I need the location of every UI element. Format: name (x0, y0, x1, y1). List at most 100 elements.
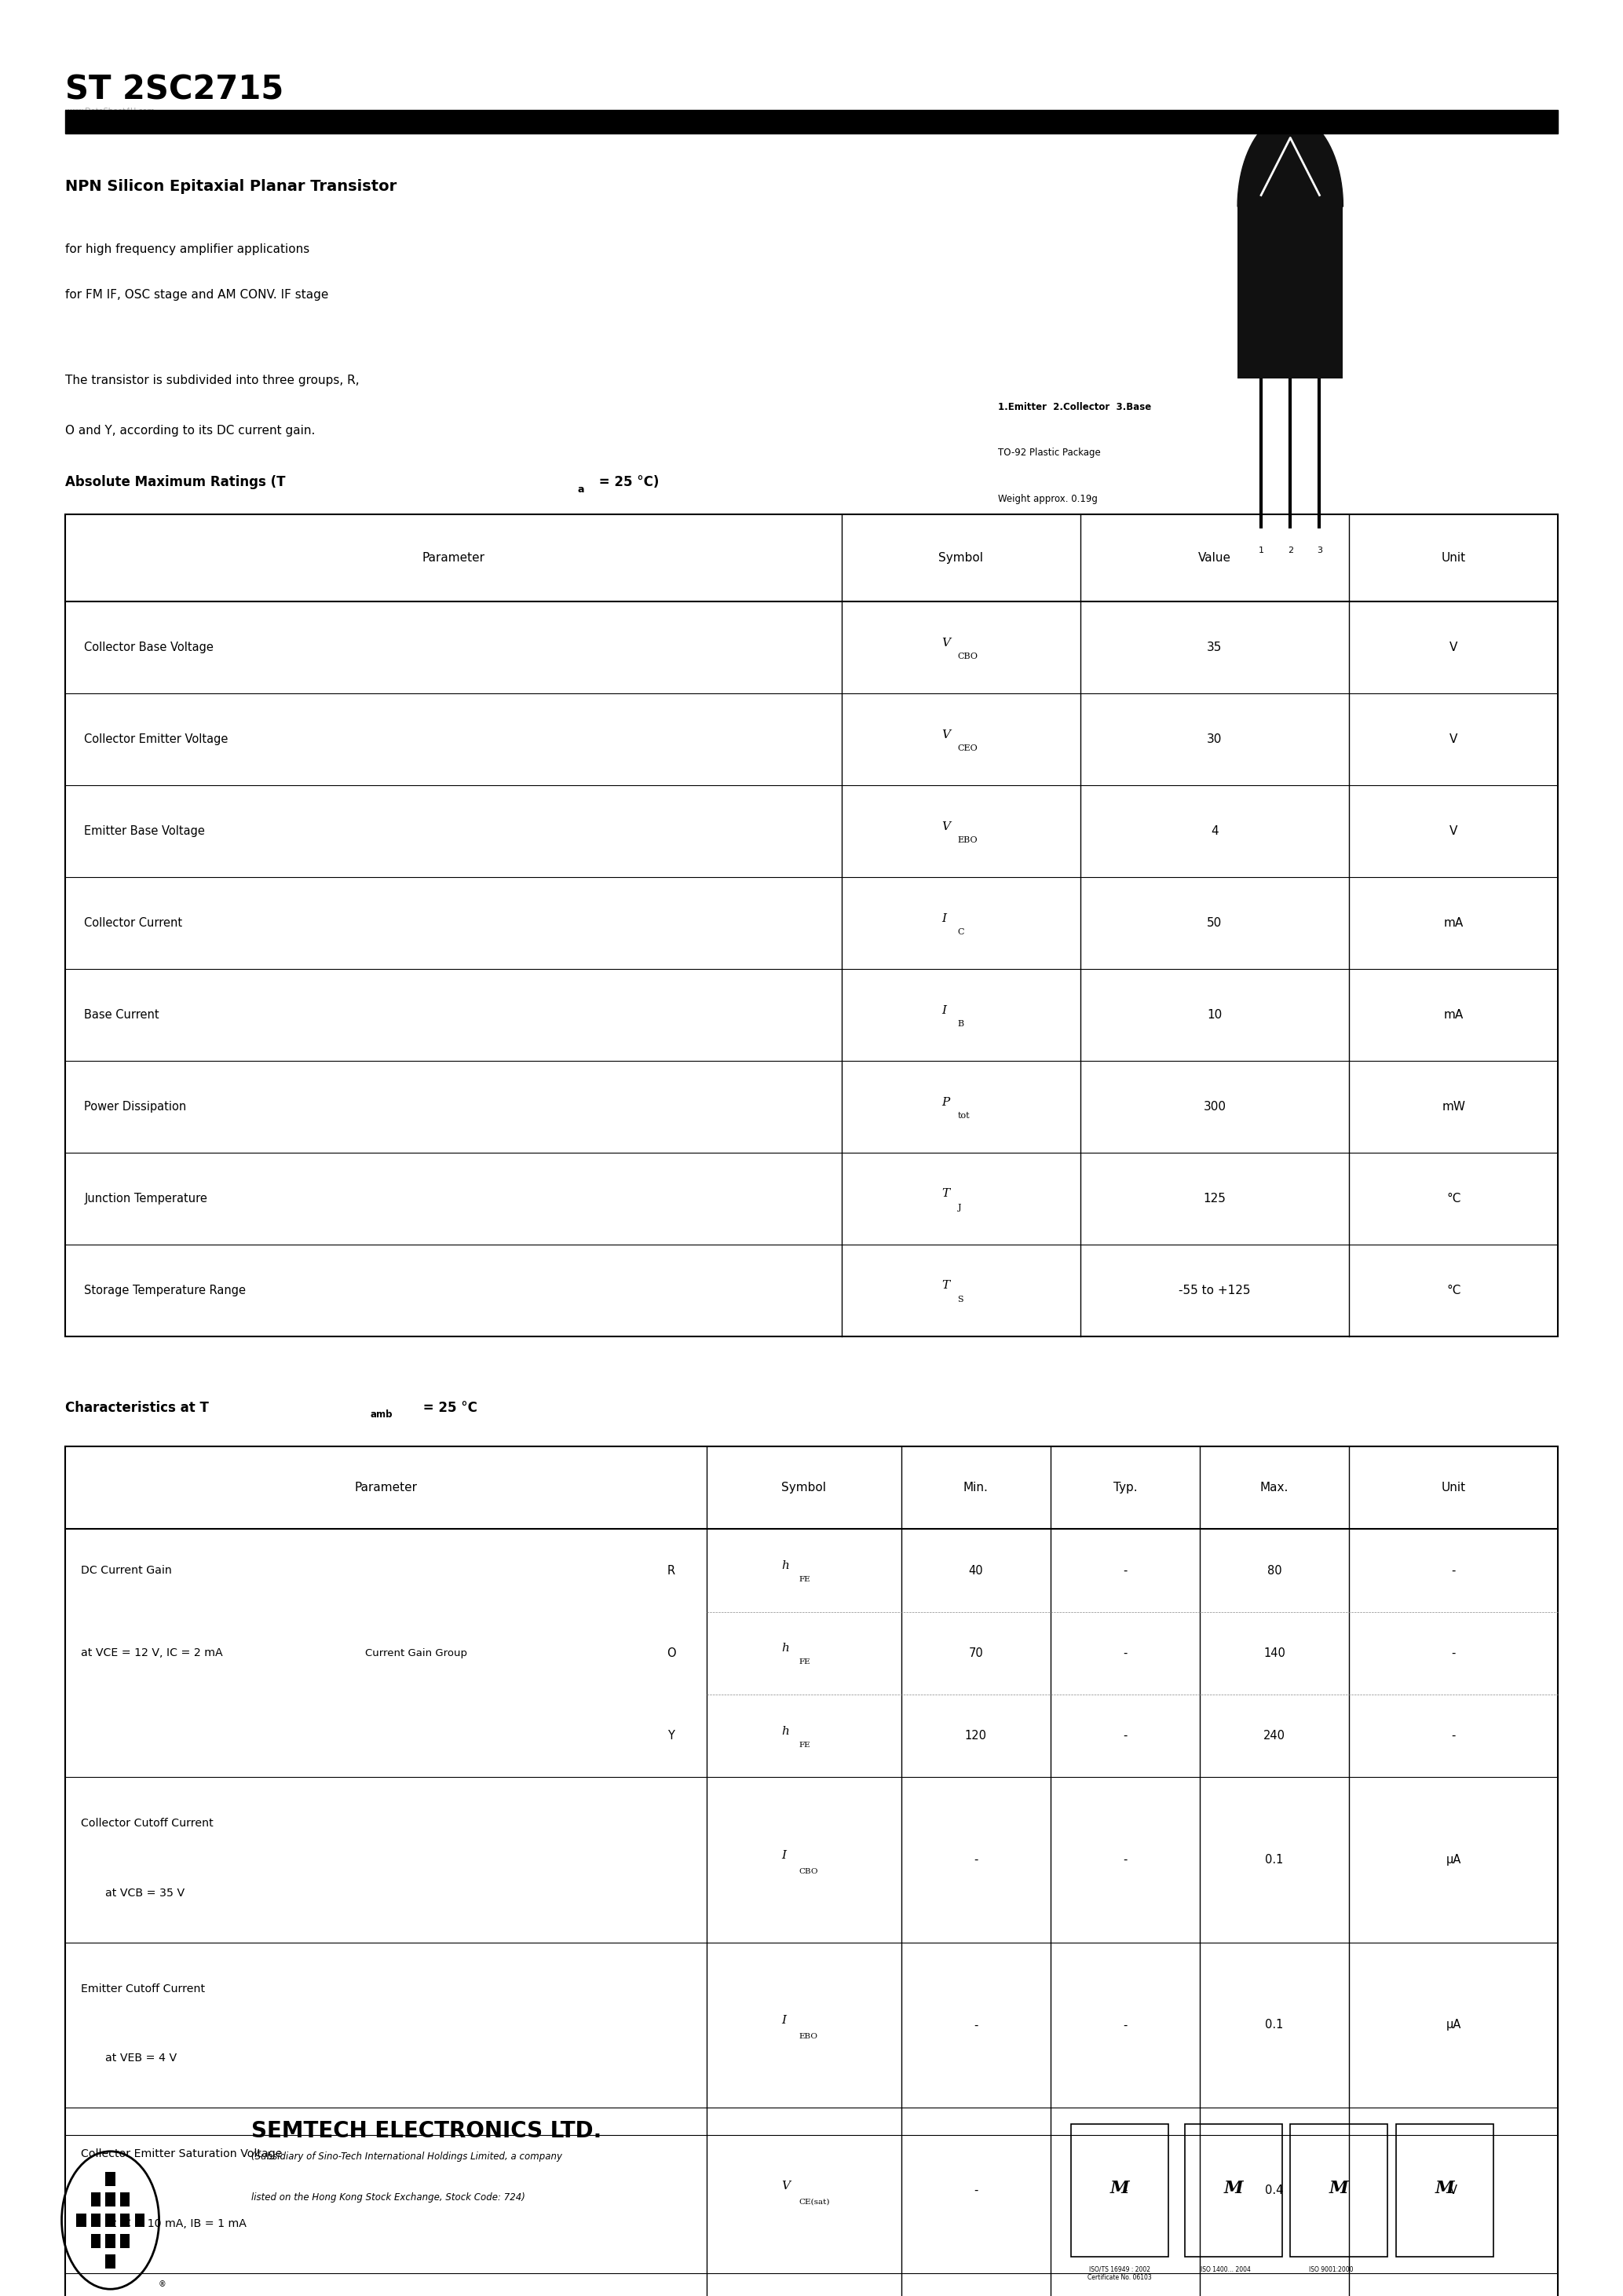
Text: Parameter: Parameter (422, 551, 485, 565)
Text: 120: 120 (964, 1729, 987, 1743)
Text: Emitter Cutoff Current: Emitter Cutoff Current (81, 1984, 204, 1995)
Text: Symbol: Symbol (938, 551, 984, 565)
Text: Collector Current: Collector Current (84, 916, 183, 930)
Bar (105, 2255, 115, 2268)
Text: FE: FE (799, 1575, 810, 1584)
Text: listed on the Hong Kong Stock Exchange, Stock Code: 724): listed on the Hong Kong Stock Exchange, … (252, 2193, 526, 2202)
Text: = 25 °C): = 25 °C) (594, 475, 659, 489)
Text: C: C (958, 928, 964, 937)
Bar (120, 2213, 130, 2227)
Text: 35: 35 (1208, 641, 1222, 654)
Text: V: V (941, 730, 949, 739)
Bar (91, 2234, 101, 2248)
Text: P: P (941, 1097, 949, 1107)
Text: Storage Temperature Range: Storage Temperature Range (84, 1283, 247, 1297)
Text: tot: tot (958, 1111, 971, 1120)
Text: I: I (941, 914, 946, 923)
Text: 10: 10 (1208, 1008, 1222, 1022)
Bar (135, 2213, 144, 2227)
Bar (65, 514, 1558, 1336)
Text: Unit: Unit (1441, 1481, 1466, 1495)
Text: for high frequency amplifier applications: for high frequency amplifier application… (65, 243, 310, 255)
Bar (105, 2193, 115, 2206)
Text: CEO: CEO (958, 744, 977, 753)
Text: Value: Value (1198, 551, 1232, 565)
Bar (105, 2234, 115, 2248)
Text: for FM IF, OSC stage and AM CONV. IF stage: for FM IF, OSC stage and AM CONV. IF sta… (65, 289, 328, 301)
Text: EBO: EBO (799, 2032, 818, 2041)
Text: Absolute Maximum Ratings (T: Absolute Maximum Ratings (T (65, 475, 286, 489)
Text: 50: 50 (1208, 916, 1222, 930)
Text: (Subsidiary of Sino-Tech International Holdings Limited, a company: (Subsidiary of Sino-Tech International H… (252, 2151, 563, 2161)
Bar (65, 110, 1558, 133)
Text: Characteristics at T: Characteristics at T (65, 1401, 208, 1414)
Text: 1: 1 (1258, 546, 1264, 553)
Text: ST 2SC2715: ST 2SC2715 (65, 73, 284, 106)
Text: Max.: Max. (1259, 1481, 1289, 1495)
Text: 125: 125 (1203, 1192, 1225, 1205)
Text: M: M (1435, 2179, 1454, 2197)
Text: Unit: Unit (1441, 551, 1466, 565)
Text: DC Current Gain: DC Current Gain (81, 1566, 172, 1575)
Text: NPN Silicon Epitaxial Planar Transistor: NPN Silicon Epitaxial Planar Transistor (65, 179, 396, 193)
Text: V: V (1449, 641, 1457, 654)
Text: amb: amb (370, 1410, 393, 1419)
Text: V: V (1449, 732, 1457, 746)
Text: V: V (941, 638, 949, 647)
Text: ®: ® (159, 2280, 166, 2289)
Bar (105, 2172, 115, 2186)
Text: Weight approx. 0.19g: Weight approx. 0.19g (998, 494, 1097, 503)
Text: -: - (1451, 1646, 1456, 1660)
Text: h: h (781, 1644, 789, 1653)
Text: R: R (667, 1564, 675, 1577)
Bar (91, 2213, 101, 2227)
Text: The transistor is subdivided into three groups, R,: The transistor is subdivided into three … (65, 374, 359, 386)
Text: 4: 4 (1211, 824, 1219, 838)
Text: at IC = 10 mA, IB = 1 mA: at IC = 10 mA, IB = 1 mA (105, 2218, 247, 2229)
Text: M: M (1329, 2179, 1349, 2197)
Text: -: - (1123, 2018, 1128, 2032)
Text: 2: 2 (1287, 546, 1294, 553)
Text: Min.: Min. (962, 1481, 988, 1495)
Text: I: I (781, 1851, 786, 1860)
Text: J: J (958, 1203, 961, 1212)
Text: 3: 3 (1316, 546, 1323, 553)
Text: a: a (578, 484, 584, 494)
Text: μA: μA (1446, 2018, 1461, 2032)
Text: 40: 40 (969, 1564, 984, 1577)
Text: V: V (1449, 2183, 1457, 2197)
Text: FE: FE (799, 1740, 810, 1750)
Text: 80: 80 (1268, 1564, 1282, 1577)
Text: 0.4: 0.4 (1266, 2183, 1284, 2197)
Text: CE(sat): CE(sat) (799, 2197, 831, 2206)
Text: °C: °C (1446, 1192, 1461, 1205)
Bar (1396, 2124, 1493, 2257)
Text: = 25 °C: = 25 °C (419, 1401, 477, 1414)
Text: Collector Emitter Voltage: Collector Emitter Voltage (84, 732, 229, 746)
Text: mA: mA (1443, 916, 1464, 930)
Text: -: - (1123, 1564, 1128, 1577)
Text: Symbol: Symbol (782, 1481, 826, 1495)
Text: -: - (1123, 2183, 1128, 2197)
Text: 1.Emitter  2.Collector  3.Base: 1.Emitter 2.Collector 3.Base (998, 402, 1151, 411)
Bar (1238, 207, 1344, 379)
Text: O and Y, according to its DC current gain.: O and Y, according to its DC current gai… (65, 425, 315, 436)
Polygon shape (1238, 115, 1344, 207)
Bar (1290, 2124, 1388, 2257)
Text: ISO/TS 16949 : 2002
Certificate No. 06103: ISO/TS 16949 : 2002 Certificate No. 0610… (1087, 2266, 1152, 2282)
Text: Emitter Base Voltage: Emitter Base Voltage (84, 824, 204, 838)
Text: Power Dissipation: Power Dissipation (84, 1100, 187, 1114)
Text: 30: 30 (1208, 732, 1222, 746)
Text: Typ.: Typ. (1113, 1481, 1138, 1495)
Text: M: M (1224, 2179, 1243, 2197)
Text: Parameter: Parameter (354, 1481, 417, 1495)
Text: M: M (1110, 2179, 1130, 2197)
Text: -: - (974, 2018, 979, 2032)
Text: V: V (781, 2181, 790, 2190)
Text: TO-92 Plastic Package: TO-92 Plastic Package (998, 448, 1100, 457)
Bar (76, 2213, 86, 2227)
Bar (1071, 2124, 1169, 2257)
Text: 300: 300 (1203, 1100, 1225, 1114)
Text: www.DataSheet4U.com: www.DataSheet4U.com (65, 108, 156, 115)
Text: -: - (1123, 1853, 1128, 1867)
